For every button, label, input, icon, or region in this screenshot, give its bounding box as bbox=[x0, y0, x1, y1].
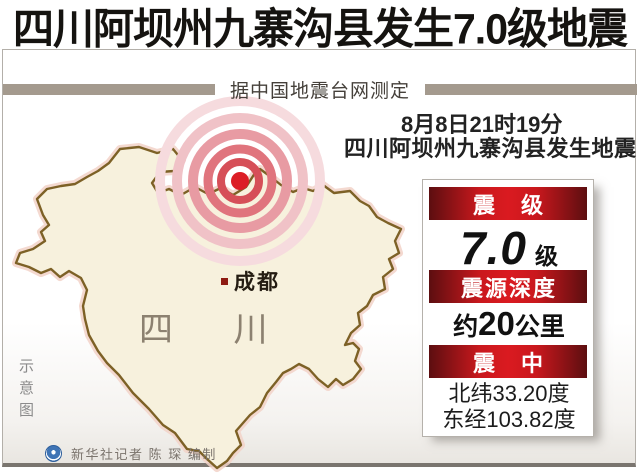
epicenter-longitude: 东经103.82度 bbox=[442, 407, 576, 432]
quake-info-panel: 震 级 7.0 级 震源深度 约 20 公里 震 中 北纬33.20度 东经10… bbox=[422, 179, 594, 437]
event-description: 四川阿坝州九寨沟县发生地震 bbox=[344, 136, 637, 161]
sichuan-map bbox=[12, 96, 405, 472]
schematic-note: 示意图 bbox=[17, 358, 34, 424]
city-label: 成都 bbox=[234, 271, 280, 294]
magnitude-number: 7.0 bbox=[460, 222, 527, 274]
credit-text: 新华社记者 陈 琛 编制 bbox=[71, 447, 217, 462]
source-text: 据中国地震台网测定 bbox=[230, 80, 411, 102]
epicenter-rings-icon bbox=[155, 96, 325, 266]
magnitude-label: 震 级 bbox=[429, 187, 587, 220]
city-square-icon bbox=[221, 277, 228, 285]
content-frame: 据中国地震台网测定 8月8日21时19分 四川阿坝州九寨沟县发生地震 成都 四 … bbox=[2, 49, 638, 472]
magnitude-value: 7.0 级 bbox=[423, 221, 595, 274]
epicenter-label: 震 中 bbox=[429, 345, 587, 378]
chengdu-marker: 成都 bbox=[221, 266, 280, 296]
event-datetime: 8月8日21时19分 bbox=[401, 112, 563, 137]
left-rule bbox=[3, 83, 215, 95]
page-title: 四川阿坝州九寨沟县发生7.0级地震 bbox=[13, 4, 628, 53]
source-banner: 据中国地震台网测定 bbox=[3, 77, 638, 102]
right-rule bbox=[425, 83, 638, 95]
province-label: 四 川 bbox=[139, 312, 294, 349]
depth-label: 震源深度 bbox=[429, 270, 587, 303]
headline-bar: 四川阿坝州九寨沟县发生7.0级地震 bbox=[0, 0, 640, 53]
xinhua-logo-icon bbox=[45, 445, 62, 462]
magnitude-unit: 级 bbox=[534, 243, 558, 269]
epicenter-coordinates: 北纬33.20度 东经103.82度 bbox=[423, 381, 595, 433]
epicenter-latitude: 北纬33.20度 bbox=[448, 381, 570, 406]
credit-line: 新华社记者 陈 琛 编制 bbox=[45, 444, 217, 463]
depth-value: 约 20 公里 bbox=[423, 305, 595, 342]
depth-number: 20 bbox=[478, 305, 515, 342]
depth-unit: 公里 bbox=[514, 313, 565, 341]
depth-prefix: 约 bbox=[453, 313, 479, 341]
